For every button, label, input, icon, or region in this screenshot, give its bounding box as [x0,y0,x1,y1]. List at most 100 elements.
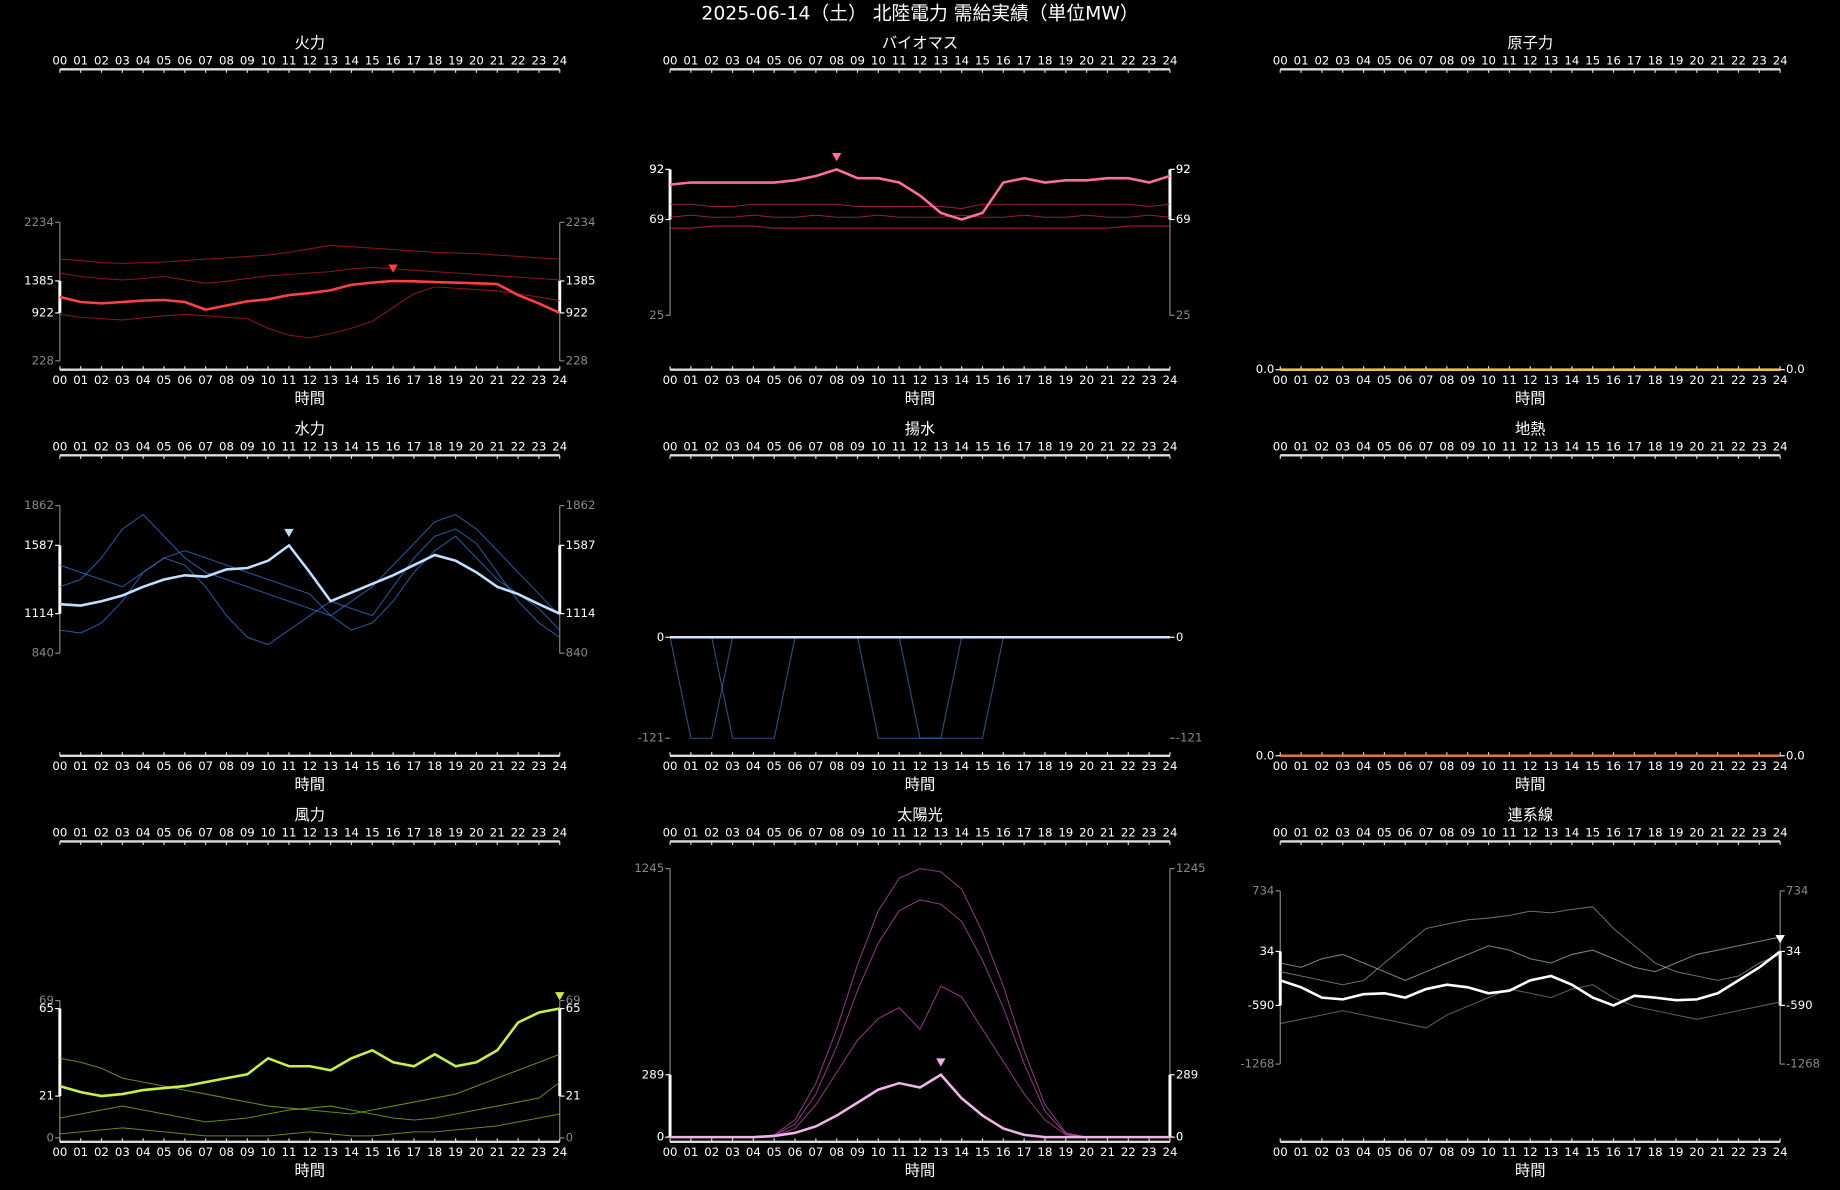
x-tick-label: 20 [469,759,484,773]
x-tick-label: 03 [725,826,740,840]
y-tick-label: 69 [566,993,581,1007]
x-tick-label: 00 [1273,1145,1288,1159]
panel-title: 揚水 [905,420,935,438]
x-tick-label: 11 [1502,440,1517,454]
x-tick-label: 21 [490,54,505,68]
y-tick-label: 922 [566,305,588,319]
x-tick-label: 15 [1585,440,1600,454]
x-tick-label: 10 [261,440,276,454]
x-tick-label: 12 [302,759,317,773]
y-tick-label: 0 [657,630,664,644]
x-tick-label: 22 [1731,54,1746,68]
page-title: 2025-06-14（土） 北陸電力 需給実績（単位MW） [701,3,1138,25]
x-tick-label: 06 [1398,54,1413,68]
x-tick-label: 19 [448,1145,463,1159]
x-tick-label: 23 [1142,759,1157,773]
x-tick-label: 14 [954,440,969,454]
x-tick-label: 16 [1606,54,1621,68]
x-tick-label: 04 [136,1145,151,1159]
x-tick-label: 18 [1648,440,1663,454]
x-tick-label: 03 [725,1145,740,1159]
x-tick-label: 02 [1314,440,1329,454]
x-tick-label: 01 [1294,373,1309,387]
x-tick-label: 23 [1142,54,1157,68]
x-tick-label: 17 [1017,373,1032,387]
x-tick-label: 19 [448,440,463,454]
x-axis-label: 時間 [1515,390,1546,408]
x-tick-label: 15 [1585,759,1600,773]
y-tick-label: 0 [47,1130,54,1144]
x-tick-label: 13 [323,440,338,454]
x-tick-label: 08 [829,1145,844,1159]
series-line [59,513,561,617]
x-tick-label: 21 [1710,759,1725,773]
x-tick-label: 01 [683,54,698,68]
x-tick-label: 05 [767,54,782,68]
x-tick-label: 04 [746,373,761,387]
x-tick-label: 22 [1731,373,1746,387]
x-tick-label: 10 [871,440,886,454]
y-tick-label: 1385 [24,273,54,287]
x-tick-label: 16 [386,54,401,68]
x-tick-label: 18 [427,440,442,454]
x-tick-label: 07 [198,373,213,387]
x-tick-label: 16 [996,54,1011,68]
x-tick-label: 07 [198,54,213,68]
y-tick-label: 840 [32,646,54,660]
x-tick-label: 04 [746,759,761,773]
x-tick-label: 02 [1314,54,1329,68]
x-tick-label: 06 [177,826,192,840]
x-tick-label: 06 [177,54,192,68]
x-tick-label: 05 [157,54,172,68]
x-tick-label: 17 [1627,826,1642,840]
panel-title: 連系線 [1507,806,1553,824]
x-tick-label: 17 [1627,440,1642,454]
x-tick-label: 07 [808,373,823,387]
x-tick-label: 07 [198,826,213,840]
y-tick-label: -590 [1786,998,1813,1012]
x-tick-label: 08 [829,373,844,387]
x-axis-label: 時間 [905,390,935,408]
x-tick-label: 16 [386,373,401,387]
x-tick-label: 24 [552,759,567,773]
x-tick-label: 17 [1017,826,1032,840]
x-tick-label: 15 [1585,826,1600,840]
x-tick-label: 12 [302,1145,317,1159]
x-tick-label: 19 [1058,759,1073,773]
x-tick-label: 05 [1377,440,1392,454]
x-tick-label: 08 [1439,826,1454,840]
x-tick-label: 22 [1121,373,1136,387]
series-line [670,636,1170,739]
y-tick-label: 289 [1176,1067,1198,1081]
x-tick-label: 10 [871,826,886,840]
panel-title: 火力 [295,34,326,52]
x-tick-label: 24 [1162,759,1177,773]
x-tick-label: 08 [1439,54,1454,68]
y-tick-label: 0.0 [1786,748,1805,762]
y-tick-label: 92 [649,162,664,176]
y-tick-label: 65 [566,1001,581,1015]
x-tick-label: 00 [52,373,67,387]
x-tick-label: 05 [157,440,172,454]
y-tick-label: 0 [657,1130,664,1144]
x-tick-label: 13 [933,54,948,68]
x-tick-label: 00 [663,54,678,68]
x-tick-label: 20 [1689,826,1704,840]
x-tick-label: 18 [1648,759,1663,773]
x-tick-label: 01 [1294,759,1309,773]
x-axis-label: 時間 [1515,776,1546,794]
x-tick-label: 19 [1669,759,1684,773]
y-tick-label: 840 [566,646,588,660]
x-tick-label: 07 [198,440,213,454]
x-tick-label: 04 [136,373,151,387]
x-tick-label: 23 [1142,373,1157,387]
x-tick-label: 01 [1294,440,1309,454]
x-axis-label: 時間 [1515,1162,1546,1180]
x-tick-label: 18 [427,826,442,840]
x-tick-label: 10 [871,759,886,773]
x-tick-label: 09 [240,373,255,387]
x-tick-label: 13 [323,759,338,773]
x-tick-label: 24 [1773,373,1788,387]
x-tick-label: 22 [1121,826,1136,840]
